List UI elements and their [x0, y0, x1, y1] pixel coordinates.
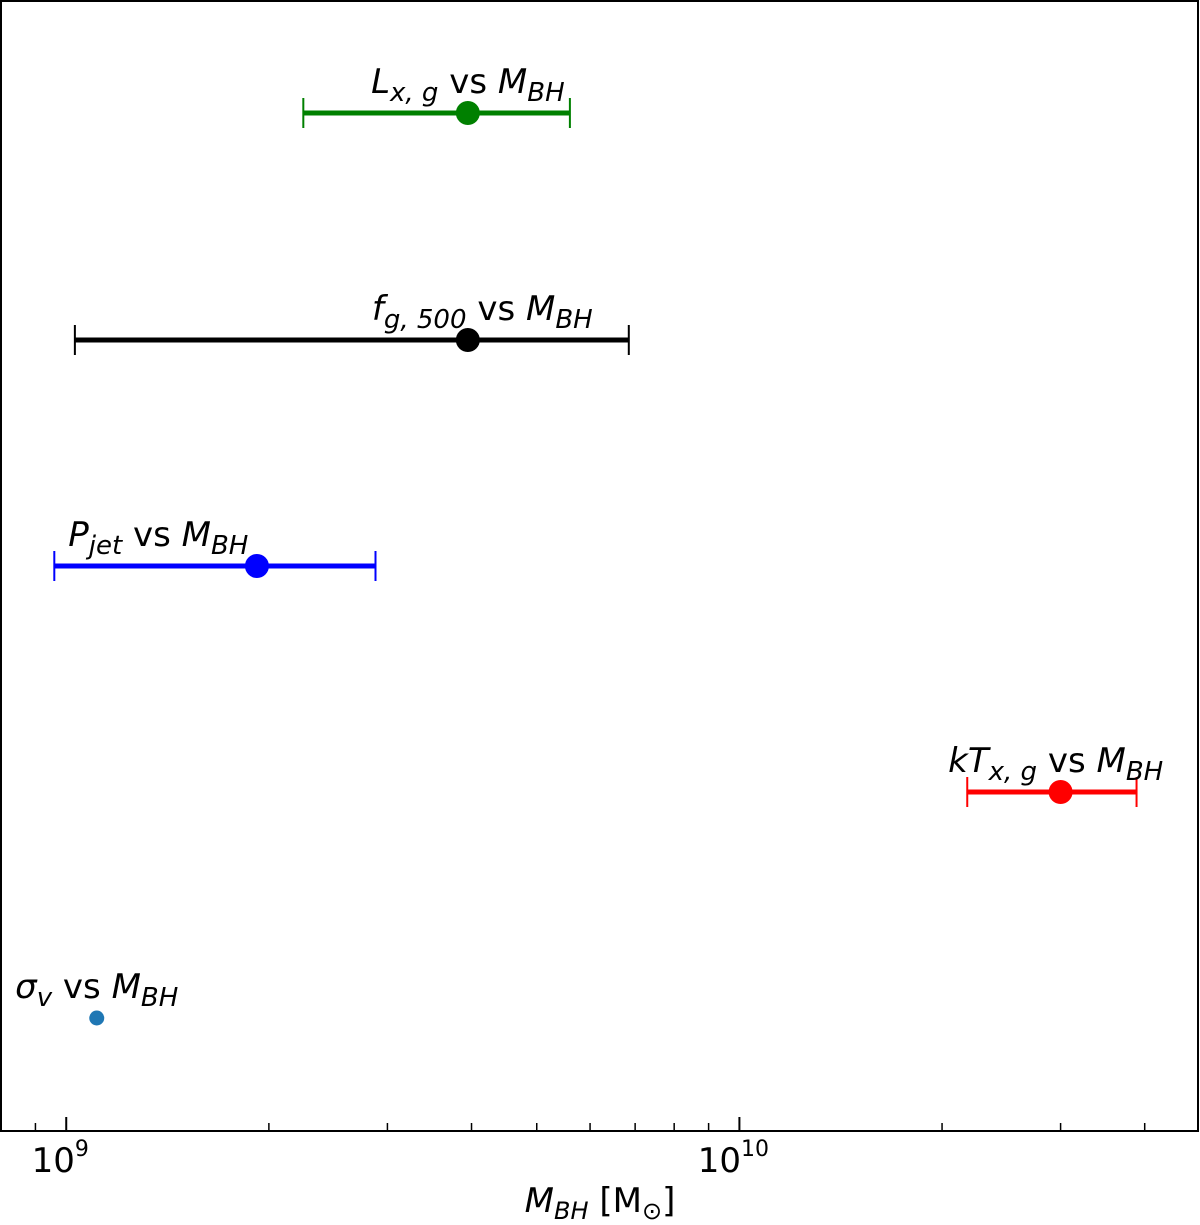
label-fg500: fg, 500 vs MBH [372, 289, 593, 335]
point-group-pjet: Pjet vs MBH [53, 515, 377, 581]
x-axis-ticks: 109 1010 [0, 1117, 1146, 1181]
label-sigmav: σv vs MBH [15, 967, 178, 1013]
point-group-lxg: Lx, g vs MBH [302, 62, 571, 128]
x-tick-label: 1010 [698, 1137, 769, 1181]
x-axis-label: MBH [M⊙] [525, 1181, 676, 1225]
label-lxg: Lx, g vs MBH [371, 62, 565, 108]
point-group-ktxg: kTx, g vs MBH [948, 741, 1163, 807]
marker-pjet [244, 554, 269, 578]
marker-lxg [455, 101, 480, 125]
x-tick-label: 109 [32, 1137, 89, 1181]
marker-fg500 [455, 328, 480, 352]
point-group-sigmav: σv vs MBH [15, 967, 178, 1026]
data-points: Lx, g vs MBH fg, 500 vs MBH Pjet vs MBH kTx… [15, 62, 1163, 1026]
plot-frame [0, 0, 1199, 1132]
marker-ktxg [1048, 780, 1073, 804]
marker-sigmav [89, 1010, 105, 1026]
label-pjet: Pjet vs MBH [68, 515, 248, 561]
label-ktxg: kTx, g vs MBH [948, 741, 1163, 787]
point-group-fg500: fg, 500 vs MBH [73, 289, 630, 355]
